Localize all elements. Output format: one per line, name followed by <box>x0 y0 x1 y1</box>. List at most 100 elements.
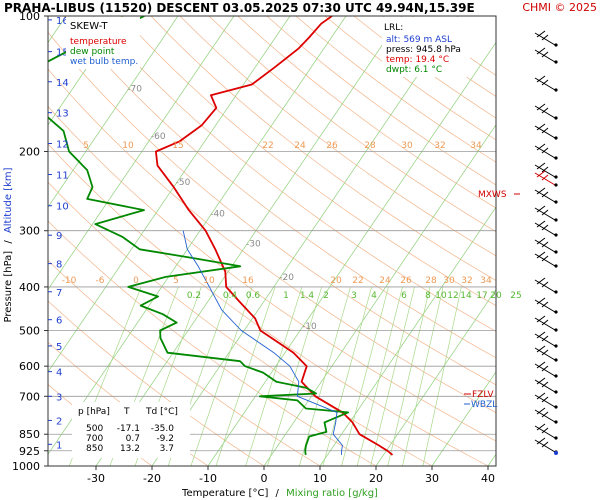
wind-barb <box>534 299 556 313</box>
altitude-tick-label: 15 <box>56 48 69 59</box>
dry-adiabat-label: 28 <box>364 141 376 151</box>
wind-barb <box>534 363 556 377</box>
plot-frame <box>47 15 497 467</box>
wind-barb <box>534 425 556 439</box>
dry-adiabat-label: -6 <box>96 276 105 286</box>
wind-barb-flag <box>541 301 549 308</box>
wind-barb-dot <box>554 436 558 440</box>
wind-barb-flag <box>536 423 546 431</box>
wind-barb <box>534 347 556 361</box>
wind-barb-flag <box>541 224 549 231</box>
legend-box <box>66 17 140 69</box>
legend-wetbulb: wet bulb temp. <box>70 57 138 67</box>
wind-barb-dot <box>554 310 558 314</box>
wind-barb-flag <box>536 30 546 38</box>
legend-dewpoint: dew point <box>70 47 115 57</box>
mixing-ratio-label: 6 <box>401 291 407 301</box>
wind-barb-flag <box>541 349 549 356</box>
dry-adiabat-label: 20 <box>330 276 342 286</box>
wind-barb-dot <box>554 420 558 424</box>
dry-adiabat <box>150 16 496 281</box>
x-tick-label: 30 <box>425 472 439 485</box>
wind-barb-flag <box>541 79 549 86</box>
y-tick-label: 400 <box>19 281 40 294</box>
mixing-ratio-label: 14 <box>460 291 472 301</box>
y-axis-title-sep: / <box>3 240 14 244</box>
isotherm-label: -60 <box>151 132 166 142</box>
isotherm-label: -50 <box>176 178 191 188</box>
wind-barb <box>534 145 556 159</box>
mixing-ratio-label: 3 <box>351 291 357 301</box>
levels-header-t: T <box>123 407 130 417</box>
mixing-ratio-line <box>267 286 322 466</box>
wind-barb <box>534 172 556 186</box>
x-axis-title: Temperature [°C] / Mixing ratio [g/kg] <box>181 488 378 499</box>
dry-adiabat-label: 22 <box>262 141 273 151</box>
y-tick-label: 850 <box>19 428 40 441</box>
wind-barb <box>534 222 556 236</box>
y-tick-label: 200 <box>19 145 40 158</box>
levels-header-td: Td [°C] <box>145 407 178 417</box>
levels-table-box <box>72 402 190 458</box>
dry-adiabat <box>179 16 496 257</box>
wind-barb-flag <box>541 381 549 388</box>
wind-barb-flag <box>541 166 549 173</box>
lrl-alt: alt: 569 m ASL <box>386 35 452 45</box>
altitude-tick-label: 1 <box>56 440 62 451</box>
dry-adiabat-label: 5 <box>83 141 89 151</box>
x-tick-label: 20 <box>369 472 383 485</box>
altitude-tick-label: 12 <box>56 139 69 150</box>
wind-barb <box>534 333 556 347</box>
mixing-ratio-label: 4 <box>371 291 377 301</box>
isotherm-line <box>48 16 235 291</box>
wind-barb-flag <box>536 47 546 55</box>
wind-barb-flag <box>541 441 549 448</box>
isotherm-label: -40 <box>210 210 225 220</box>
y-tick-label: 600 <box>19 360 40 373</box>
y-tick-label: 500 <box>19 325 40 338</box>
y-tick-label: 300 <box>19 225 40 238</box>
lrl-temp: temp: 19.4 °C <box>386 55 449 65</box>
mixing-ratio-line <box>402 286 444 466</box>
altitude-tick-label: 14 <box>56 78 69 89</box>
wind-barb-dot <box>554 88 558 92</box>
mixing-ratio-label: 0.4 <box>223 291 238 301</box>
isotherm-line <box>263 124 496 466</box>
mixing-ratio-line <box>370 286 415 466</box>
wind-barb-flag <box>541 147 549 154</box>
y-tick-label: 100 <box>19 10 40 23</box>
wind-barb-dot <box>554 116 558 120</box>
wind-barb-dot <box>554 405 558 409</box>
x-tick-label: 40 <box>481 472 495 485</box>
dry-adiabat-label: 24 <box>294 141 306 151</box>
altitude-tick-label: 4 <box>56 368 62 379</box>
wind-barb <box>534 32 556 46</box>
wind-barb-flag <box>536 187 546 195</box>
y-axis-title: Pressure [hPa] / Altitude [km] <box>3 167 14 322</box>
trace-dew-point <box>48 16 349 456</box>
wind-barb <box>534 253 556 267</box>
y-axis-title-pressure: Pressure [hPa] <box>3 251 14 323</box>
wind-barb-dot <box>554 374 558 378</box>
wind-barb-dot <box>554 60 558 64</box>
y-tick-label: 925 <box>19 445 40 458</box>
wind-barb <box>534 379 556 393</box>
wind-barb-flag <box>541 319 549 326</box>
dry-adiabat-label: 15 <box>172 141 183 151</box>
dry-adiabat-label: 32 <box>461 276 472 286</box>
levels-row-850-p: 850 <box>86 444 103 454</box>
wind-barb-flag <box>541 241 549 248</box>
dry-adiabat-label: 28 <box>425 276 437 286</box>
wind-barb-flag <box>541 127 549 134</box>
mixing-ratio-label: 12 <box>447 291 458 301</box>
altitude-tick-label: 6 <box>56 316 62 327</box>
mixing-ratio-label: 20 <box>490 291 502 301</box>
wind-barb <box>534 105 556 119</box>
isotherm-line <box>375 288 496 466</box>
wind-barb-dot <box>554 250 558 254</box>
wind-barb-flag <box>541 427 549 434</box>
dry-adiabat <box>208 16 496 233</box>
dry-adiabat-label: 10 <box>203 276 215 286</box>
y-tick-label: 1000 <box>12 460 40 473</box>
